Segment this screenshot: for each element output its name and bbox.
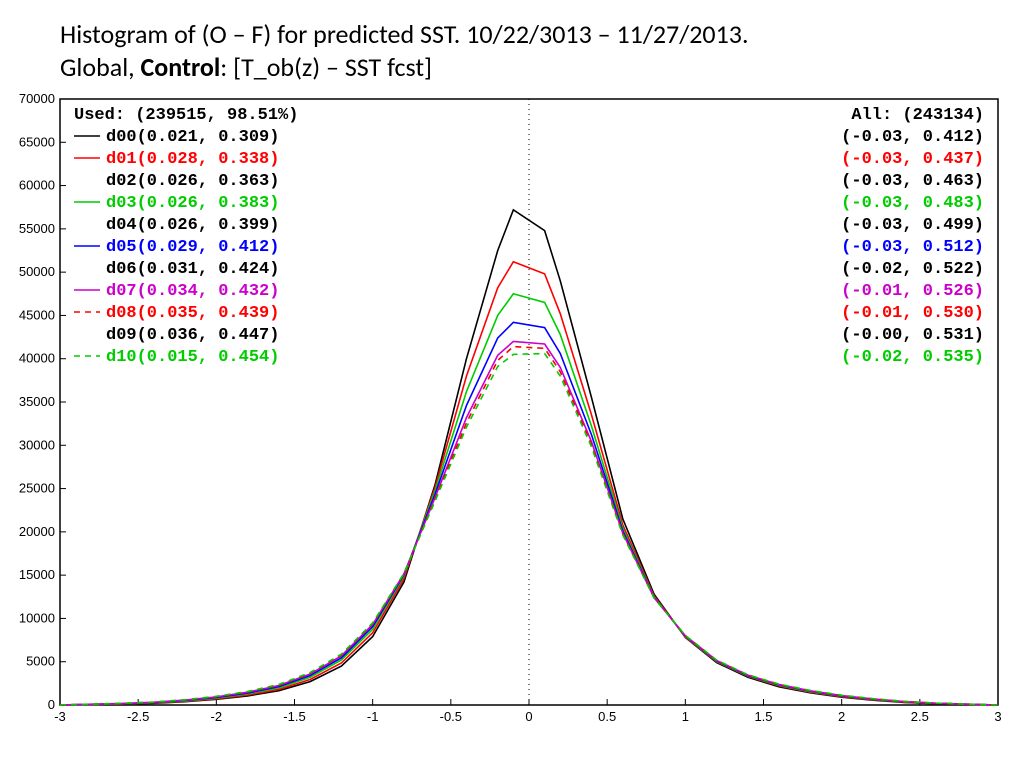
y-tick-label: 50000 bbox=[19, 264, 55, 279]
x-tick-label: -2.5 bbox=[127, 709, 149, 724]
legend-left-item: d03(0.026, 0.383) bbox=[106, 194, 279, 213]
legend-right-item: (-0.03, 0.463) bbox=[841, 172, 984, 191]
title-line-1: Histogram of (O – F) for predicted SST. … bbox=[60, 18, 964, 51]
legend-left-item: d05(0.029, 0.412) bbox=[106, 238, 279, 257]
x-tick-label: -2 bbox=[211, 709, 223, 724]
legend-right-item: (-0.03, 0.512) bbox=[841, 238, 984, 257]
legend-left-item: d01(0.028, 0.338) bbox=[106, 150, 279, 169]
y-tick-label: 25000 bbox=[19, 481, 55, 496]
y-tick-label: 60000 bbox=[19, 178, 55, 193]
x-tick-label: 3 bbox=[994, 709, 1001, 724]
legend-right-item: (-0.03, 0.437) bbox=[841, 150, 984, 169]
x-tick-label: 1 bbox=[682, 709, 689, 724]
legend-right-item: (-0.01, 0.526) bbox=[841, 282, 984, 301]
x-tick-label: 1.5 bbox=[754, 709, 772, 724]
y-tick-label: 30000 bbox=[19, 437, 55, 452]
y-tick-label: 55000 bbox=[19, 221, 55, 236]
x-tick-label: 2 bbox=[838, 709, 845, 724]
x-tick-label: -3 bbox=[54, 709, 66, 724]
legend-left-item: d09(0.036, 0.447) bbox=[106, 326, 279, 345]
title-line-2: Global, Control: [T_ob(z) – SST fcst] bbox=[60, 51, 964, 84]
x-tick-label: 2.5 bbox=[911, 709, 929, 724]
legend-left-item: d00(0.021, 0.309) bbox=[106, 128, 279, 147]
y-tick-label: 15000 bbox=[19, 567, 55, 582]
page-title: Histogram of (O – F) for predicted SST. … bbox=[0, 0, 1024, 91]
legend-left-item: d02(0.026, 0.363) bbox=[106, 172, 279, 191]
x-tick-label: -0.5 bbox=[440, 709, 462, 724]
y-tick-label: 5000 bbox=[26, 654, 55, 669]
legend-right-item: (-0.03, 0.483) bbox=[841, 194, 984, 213]
legend-right-item: (-0.03, 0.412) bbox=[841, 128, 984, 147]
legend-right-item: (-0.02, 0.522) bbox=[841, 260, 984, 279]
x-tick-label: 0 bbox=[525, 709, 532, 724]
legend-right-item: (-0.01, 0.530) bbox=[841, 304, 984, 323]
y-tick-label: 45000 bbox=[19, 307, 55, 322]
legend-right-header: All: (243134) bbox=[851, 106, 984, 125]
y-tick-label: 35000 bbox=[19, 394, 55, 409]
chart-svg: 0 5000 10000 15000 20000 25000 30000 35000 40000… bbox=[12, 91, 1012, 731]
legend-left-item: d10(0.015, 0.454) bbox=[106, 348, 279, 367]
x-tick-label: 0.5 bbox=[598, 709, 616, 724]
histogram-chart: 0 5000 10000 15000 20000 25000 30000 35000 40000… bbox=[12, 91, 1012, 731]
legend-left-item: d08(0.035, 0.439) bbox=[106, 304, 279, 323]
y-tick-label: 70000 bbox=[19, 91, 55, 106]
legend-right-item: (-0.00, 0.531) bbox=[841, 326, 984, 345]
legend-left-header: Used: (239515, 98.51%) bbox=[74, 106, 298, 125]
y-tick-label: 20000 bbox=[19, 524, 55, 539]
y-tick-label: 65000 bbox=[19, 134, 55, 149]
legend-left-item: d04(0.026, 0.399) bbox=[106, 216, 279, 235]
x-tick-label: -1.5 bbox=[283, 709, 305, 724]
y-tick-label: 10000 bbox=[19, 610, 55, 625]
y-tick-label: 40000 bbox=[19, 351, 55, 366]
x-tick-label: -1 bbox=[367, 709, 379, 724]
legend-left-item: d06(0.031, 0.424) bbox=[106, 260, 279, 279]
legend-right-item: (-0.03, 0.499) bbox=[841, 216, 984, 235]
legend-left-item: d07(0.034, 0.432) bbox=[106, 282, 279, 301]
legend-right-item: (-0.02, 0.535) bbox=[841, 348, 984, 367]
